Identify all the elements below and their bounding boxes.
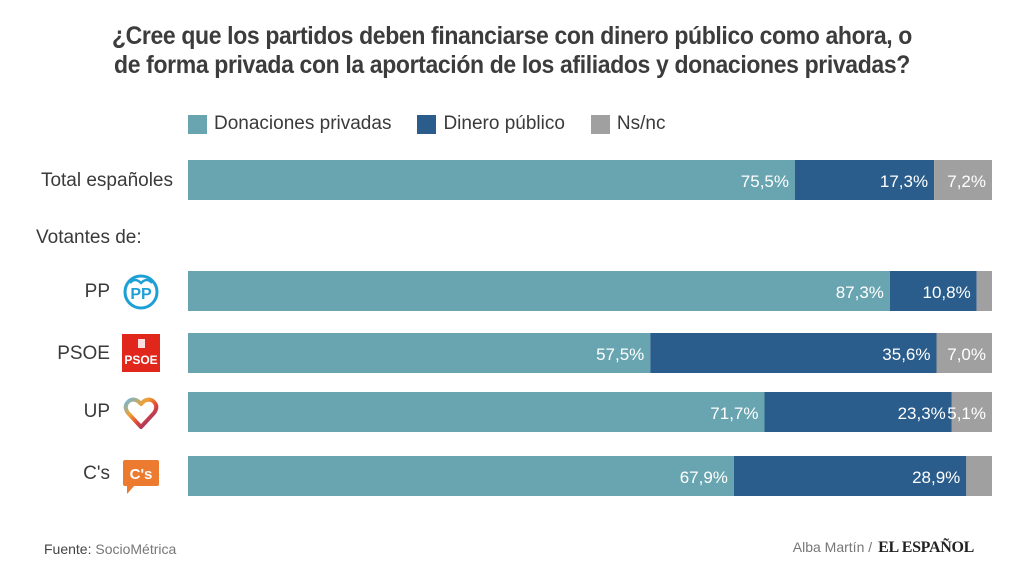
bar-segment-psoe-donaciones-privadas (188, 333, 651, 373)
bar-segment-total-espa-oles-donaciones-privadas (188, 160, 795, 200)
up-logo-icon (121, 393, 161, 433)
bar-segment-c-s-dinero-p-blico (733, 456, 967, 496)
bar-segment-psoe-dinero-p-blico (650, 333, 937, 373)
chart-title-line-1: ¿Cree que los partidos deben financiarse… (111, 22, 912, 50)
svg-text:PP: PP (130, 286, 152, 303)
data-label-total-espa-oles-dinero-p-blico: 17,3% (880, 172, 928, 191)
row-label-pp: PP (84, 281, 110, 302)
row-label-psoe: PSOE (57, 343, 110, 364)
data-label-up-donaciones-privadas: 71,7% (710, 404, 758, 423)
legend-item-dinero-publico: Dinero público (417, 113, 565, 135)
bar-segment-up-dinero-p-blico (764, 392, 952, 432)
bar-segment-total-espa-oles-dinero-p-blico (795, 160, 935, 200)
data-label-up-ns-nc: 5,1% (947, 404, 986, 423)
legend-label-nsnc: Ns/nc (616, 113, 666, 134)
data-label-psoe-dinero-p-blico: 35,6% (882, 345, 930, 364)
row-label-cs: C's (83, 463, 110, 484)
footer-source: Fuente: SocioMétrica (44, 541, 176, 557)
brand-logo: EL ESPAÑOL (878, 539, 974, 556)
legend: Donaciones privadas Dinero público Ns/nc (188, 113, 692, 135)
section-label-votantes: Votantes de: (36, 227, 142, 248)
footer-credit: Alba Martín / EL ESPAÑOL (792, 539, 975, 557)
legend-item-donaciones: Donaciones privadas (188, 113, 391, 135)
bar-segment-pp-donaciones-privadas (188, 271, 890, 311)
legend-label-dinero-publico: Dinero público (443, 113, 565, 134)
bar-segment-c-s-donaciones-privadas (188, 456, 734, 496)
data-label-c-s-donaciones-privadas: 67,9% (680, 468, 728, 487)
bar-segment-total-espa-oles-ns-nc (934, 160, 992, 200)
data-label-total-espa-oles-donaciones-privadas: 75,5% (741, 172, 789, 191)
chart-title-line-2: de forma privada con la aportación de lo… (114, 51, 910, 79)
legend-item-nsnc: Ns/nc (590, 113, 666, 135)
bar-segment-psoe-ns-nc (936, 333, 992, 373)
legend-swatch-dinero-publico (417, 114, 437, 134)
row-label-total: Total españoles (40, 170, 173, 191)
data-label-up-dinero-p-blico: 23,3% (898, 404, 946, 423)
data-label-total-espa-oles-ns-nc: 7,2% (947, 172, 986, 191)
psoe-logo-icon: PSOE (122, 334, 162, 374)
row-label-up: UP (83, 401, 110, 422)
source-label: Fuente: (44, 541, 92, 557)
pp-logo-icon: PP (121, 271, 161, 311)
source-name: SocioMétrica (95, 541, 177, 557)
cs-logo-icon: C's (122, 458, 162, 498)
chart-title: ¿Cree que los partidos deben financiarse… (41, 22, 983, 80)
bar-segment-pp-ns-nc (976, 271, 992, 311)
bar-segment-pp-dinero-p-blico (889, 271, 977, 311)
data-label-psoe-ns-nc: 7,0% (947, 345, 986, 364)
legend-swatch-donaciones (188, 114, 207, 134)
bar-segment-up-donaciones-privadas (188, 392, 765, 432)
bar-segment-c-s-ns-nc (966, 456, 992, 496)
svg-text:PSOE: PSOE (124, 353, 157, 367)
data-label-c-s-dinero-p-blico: 28,9% (912, 468, 960, 487)
author-credit: Alba Martín / (792, 539, 873, 555)
data-label-psoe-donaciones-privadas: 57,5% (596, 345, 644, 364)
data-label-pp-dinero-p-blico: 10,8% (922, 283, 970, 302)
bar-segment-up-ns-nc (951, 392, 992, 432)
svg-text:C's: C's (130, 466, 153, 483)
legend-swatch-nsnc (590, 114, 610, 134)
data-label-pp-donaciones-privadas: 87,3% (836, 283, 884, 302)
legend-label-donaciones: Donaciones privadas (214, 113, 392, 134)
